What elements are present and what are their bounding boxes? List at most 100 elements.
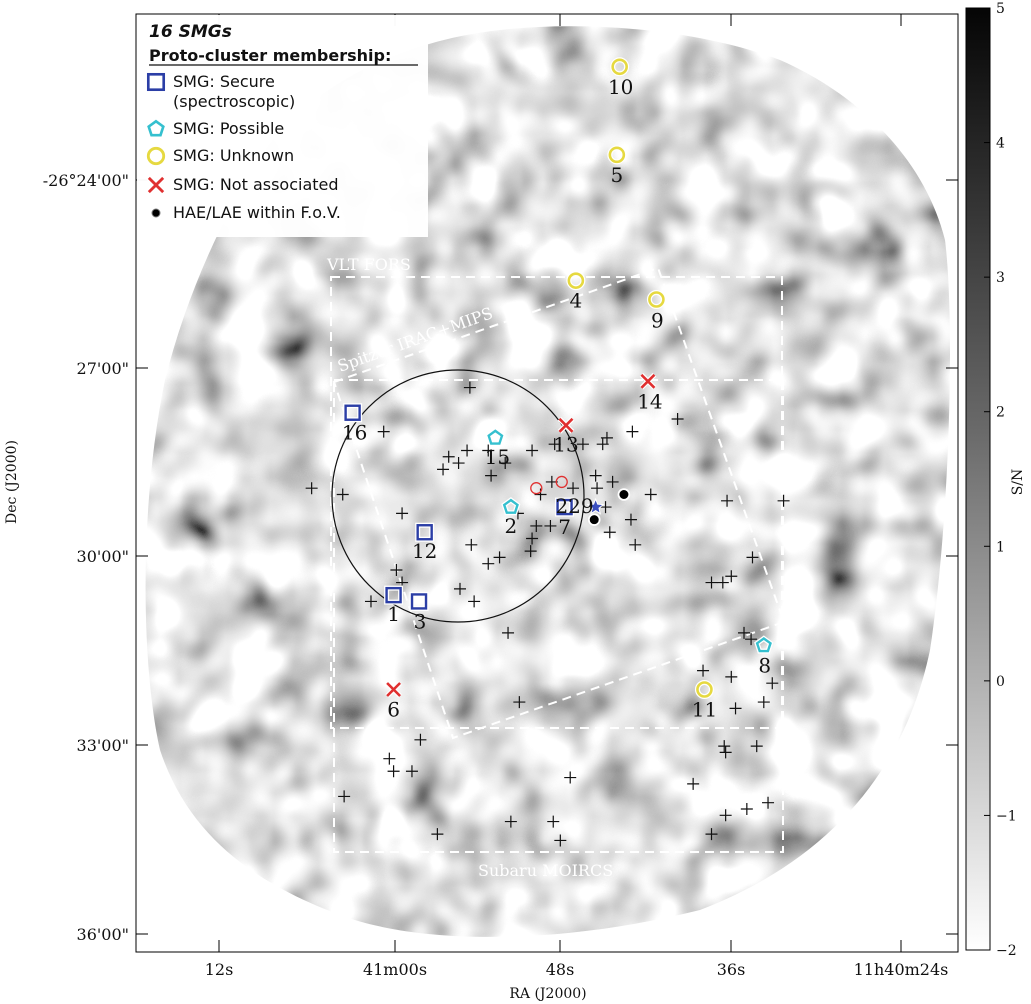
source-cross [336, 488, 349, 501]
smg-marker-unknown [146, 146, 166, 166]
source-cross [554, 834, 567, 847]
legend-subtitle: Proto-cluster membership: [149, 46, 391, 65]
source-cross [338, 790, 351, 803]
source-cross [766, 677, 779, 690]
legend-entry-label: (spectroscopic) [173, 92, 295, 111]
smg-marker-not-associated [386, 682, 402, 697]
smg-marker-possible [502, 498, 519, 514]
source-cross [721, 494, 734, 507]
legend-box [137, 15, 428, 237]
source-cross [718, 740, 731, 753]
hae-open-marker [555, 475, 568, 489]
star-marker [586, 497, 605, 515]
source-cross [725, 670, 738, 683]
source-cross [504, 815, 517, 828]
smg-marker-unknown [608, 146, 626, 164]
source-cross [606, 475, 619, 488]
smg-label: 9 [651, 309, 664, 333]
source-cross [705, 576, 718, 589]
smg-marker-secure [344, 404, 361, 421]
source-cross [390, 563, 403, 576]
subaru-moircs-field [333, 379, 784, 853]
y-tick-label: 36'00" [77, 925, 129, 944]
vlt-fors-label: VLT FORS [326, 255, 411, 274]
source-cross [697, 664, 710, 677]
source-cross [502, 626, 515, 639]
smg-marker-secure [146, 72, 166, 92]
source-cross [493, 551, 506, 564]
colorbar-tick-label: 3 [996, 270, 1005, 286]
smg-marker-secure [556, 498, 573, 516]
smg-label: 7 [558, 515, 571, 539]
star-label: 229 [555, 494, 593, 518]
colorbar-tick-label: 2 [996, 405, 1005, 421]
colorbar-tick-label: 4 [996, 136, 1005, 152]
source-cross [596, 438, 609, 451]
smg-marker-not-associated [640, 373, 656, 389]
smg-label: 5 [610, 163, 623, 187]
colorbar-tick-label: −1 [996, 808, 1017, 824]
search-circle [331, 369, 585, 623]
smg-label: 1 [387, 602, 400, 626]
source-cross [705, 828, 718, 841]
source-cross [740, 803, 753, 815]
colorbar-tick-label: 5 [996, 1, 1005, 17]
colorbar-tick-label: 1 [996, 539, 1005, 555]
source-cross [453, 582, 466, 595]
smg-label: 3 [414, 609, 427, 633]
source-cross [305, 482, 318, 495]
source-cross [591, 482, 604, 495]
smg-marker-not-associated [147, 176, 165, 194]
source-cross [463, 381, 476, 394]
x-tick-label: 41m00s [363, 960, 427, 979]
source-cross [629, 538, 642, 551]
x-axis-label: RA (J2000) [509, 986, 586, 1002]
source-cross [576, 438, 589, 451]
smg-marker-possible [755, 637, 772, 653]
source-cross [396, 507, 409, 520]
source-cross [461, 444, 474, 457]
source-cross [738, 626, 751, 639]
source-cross [442, 450, 455, 463]
source-cross [485, 469, 498, 482]
smg-label: 14 [637, 389, 662, 413]
smg-label: 15 [485, 445, 510, 469]
source-cross [544, 519, 557, 532]
spitzer-field [332, 266, 786, 740]
legend-entry-label: SMG: Possible [173, 119, 284, 138]
source-cross [626, 425, 639, 438]
smg-marker-unknown [696, 681, 713, 698]
source-cross [383, 752, 396, 765]
source-cross [746, 551, 759, 564]
source-cross [377, 425, 390, 438]
source-cross [524, 545, 537, 558]
smg-label: 13 [553, 432, 578, 456]
source-cross [567, 482, 580, 495]
source-cross [499, 457, 512, 470]
smg-label: 8 [758, 653, 771, 677]
smg-marker-possible [147, 119, 165, 137]
smg-marker-secure [410, 593, 428, 610]
x-tick-label: 36s [717, 960, 746, 979]
colorbar-tick-label: 0 [996, 674, 1005, 690]
smg-marker-not-associated [558, 417, 574, 433]
smg-label: 10 [608, 75, 633, 99]
source-cross [750, 740, 763, 753]
source-cross [547, 815, 560, 828]
source-cross [777, 494, 790, 507]
source-cross [564, 771, 577, 784]
smg-label: 16 [342, 421, 367, 445]
source-cross [526, 532, 539, 545]
source-cross [687, 777, 700, 790]
source-cross [513, 696, 526, 709]
source-cross [465, 538, 478, 551]
smg-marker-secure [416, 524, 433, 541]
colorbar-label: S/N [1010, 469, 1026, 496]
legend-marker-hae [151, 208, 161, 218]
x-tick-label: 48s [546, 960, 575, 979]
smg-marker-unknown [611, 58, 628, 76]
source-cross [719, 746, 732, 759]
legend-entry-label: HAE/LAE within F.o.V. [173, 203, 341, 222]
source-cross [530, 519, 543, 532]
smg-label: 6 [387, 697, 400, 721]
